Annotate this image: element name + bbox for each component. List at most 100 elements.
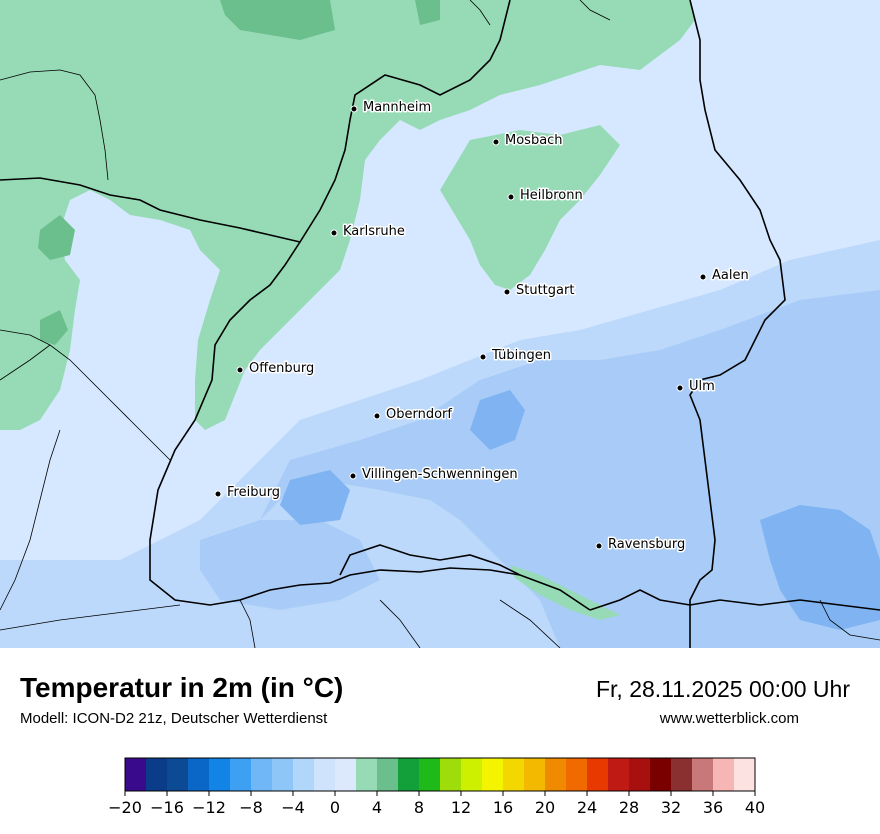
city-label: Aalen <box>712 268 749 283</box>
city-label: Freiburg <box>227 485 280 500</box>
temperature-zone-dark-green <box>220 0 335 40</box>
legend-color-swatch <box>503 758 525 791</box>
temperature-zone-green <box>0 0 695 430</box>
district-border <box>0 429 61 611</box>
legend-tick-label: −16 <box>150 798 184 817</box>
legend-tick-label: −8 <box>239 798 263 817</box>
district-border <box>469 0 491 26</box>
city-label: Stuttgart <box>516 283 574 298</box>
city-markers: Mannheim Mosbach Heilbronn Karlsruhe Aalen St… <box>214 99 750 554</box>
legend-color-swatch <box>125 758 147 791</box>
legend-color-swatch <box>566 758 588 791</box>
city-dot <box>676 384 684 392</box>
legend-tick-label: 28 <box>619 798 639 817</box>
city-dot <box>507 193 515 201</box>
legend-color-swatch <box>146 758 168 791</box>
district-border <box>0 344 51 381</box>
legend-color-swatch <box>314 758 336 791</box>
district-border <box>0 604 181 631</box>
state-border <box>0 0 511 243</box>
legend-color-swatch <box>671 758 693 791</box>
city-dot <box>350 105 358 113</box>
legend-color-swatch <box>692 758 714 791</box>
legend-tick-label: −4 <box>281 798 305 817</box>
city-label: Oberndorf <box>386 407 452 422</box>
legend-color-swatch <box>167 758 189 791</box>
district-border <box>239 599 256 648</box>
legend-color-swatch <box>293 758 315 791</box>
temperature-zone-deep-blue <box>280 470 350 525</box>
temperature-map: Mannheim Mosbach Heilbronn Karlsruhe Aalen St… <box>0 0 880 648</box>
city-dot <box>349 472 357 480</box>
legend-tick-label: 4 <box>372 798 382 817</box>
city-dot <box>236 366 244 374</box>
model-source: Modell: ICON-D2 21z, Deutscher Wetterdie… <box>20 710 328 727</box>
state-border <box>589 589 880 611</box>
map-title: Temperatur in 2m (in °C) <box>20 672 344 703</box>
legend-color-swatch <box>377 758 399 791</box>
legend-tick-label: 32 <box>661 798 681 817</box>
legend-color-swatch <box>419 758 441 791</box>
legend-color-swatch <box>587 758 609 791</box>
legend-tick-label: 24 <box>577 798 597 817</box>
legend-color-swatch <box>251 758 273 791</box>
city-label: Offenburg <box>249 361 314 376</box>
legend-color-swatch <box>713 758 735 791</box>
city-dot <box>479 353 487 361</box>
forecast-datetime: Fr, 28.11.2025 00:00 Uhr <box>595 676 850 702</box>
city-dot <box>503 288 511 296</box>
city-dot <box>595 542 603 550</box>
legend-color-swatch <box>734 758 756 791</box>
legend-color-swatch <box>629 758 651 791</box>
legend-tick-label: 36 <box>703 798 723 817</box>
city-label: Ravensburg <box>608 537 685 552</box>
state-border <box>339 544 521 576</box>
district-border <box>819 599 880 641</box>
temperature-zone-deep-blue <box>470 390 525 450</box>
legend-tick-label: 0 <box>330 798 340 817</box>
legend-tick-label: 12 <box>451 798 471 817</box>
district-border <box>0 329 171 461</box>
city-dot <box>492 138 500 146</box>
state-borders <box>0 0 880 648</box>
color-legend: −20 −16 −12 −8 −4 0 4 8 12 16 20 24 28 32 36 40 <box>0 750 880 830</box>
legend-color-swatch <box>230 758 252 791</box>
legend-color-swatch <box>650 758 672 791</box>
legend-color-swatch <box>545 758 567 791</box>
legend-tick-label: 20 <box>535 798 555 817</box>
legend-tick-label: −20 <box>108 798 142 817</box>
legend-color-swatch <box>356 758 378 791</box>
district-border <box>0 69 109 181</box>
district-border <box>499 599 561 648</box>
temperature-zone-blue <box>260 290 880 648</box>
legend-color-swatch <box>482 758 504 791</box>
district-border <box>579 0 611 21</box>
legend-color-swatch <box>461 758 483 791</box>
temperature-zone-dark-green <box>38 215 75 260</box>
city-label: Karlsruhe <box>343 224 405 239</box>
legend-color-swatch <box>335 758 357 791</box>
city-dot <box>214 490 222 498</box>
legend-frame <box>124 757 756 792</box>
legend-color-swatch <box>608 758 630 791</box>
legend-color-swatch <box>440 758 462 791</box>
legend-tick-label: 8 <box>414 798 424 817</box>
legend-color-swatch <box>398 758 420 791</box>
website-link: www.wetterblick.com <box>659 710 799 727</box>
temperature-zone-green <box>440 125 620 290</box>
city-dot <box>330 229 338 237</box>
state-border <box>149 241 591 611</box>
temperature-zone-dark-green <box>415 0 440 25</box>
legend-color-swatch <box>524 758 546 791</box>
legend-color-swatch <box>188 758 210 791</box>
city-label: Mosbach <box>505 133 563 148</box>
city-label: Ulm <box>689 379 715 394</box>
temperature-zone-dark-green <box>40 310 68 345</box>
legend-tick-label: 16 <box>493 798 513 817</box>
state-border <box>689 0 786 648</box>
city-label: Tübingen <box>491 348 551 363</box>
legend-color-swatch <box>209 758 231 791</box>
city-label: Heilbronn <box>520 188 583 203</box>
temperature-zone-deep-blue <box>760 505 880 630</box>
legend-tick-label: −12 <box>192 798 226 817</box>
